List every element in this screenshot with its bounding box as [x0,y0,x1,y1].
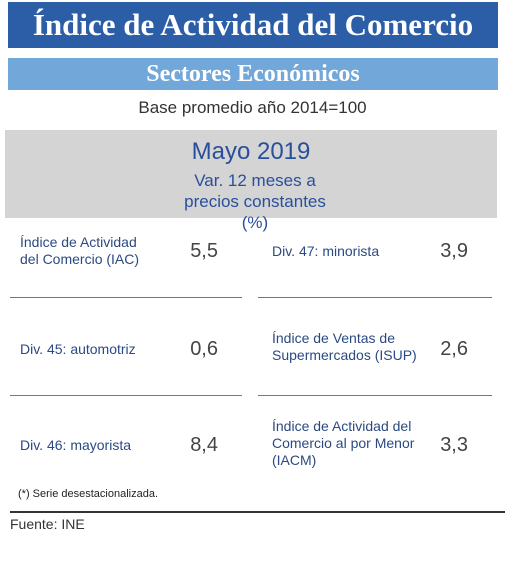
item-label: Índice de Actividad del Comercio (IAC) [20,234,140,267]
item-label: Div. 47: minorista [272,243,380,259]
title: Índice de Actividad del Comercio [8,2,498,48]
item-value: 5,5 [190,240,218,262]
item-value: 3,3 [440,434,468,456]
base-note: Base promedio año 2014=100 [138,98,367,117]
item-label: Div. 45: automotriz [20,341,136,357]
period-box [5,130,497,218]
item-label: Div. 46: mayorista [20,437,131,453]
footnote: (*) Serie desestacionalizada. [18,488,159,500]
separator [258,395,492,396]
item-value: 2,6 [440,338,468,360]
separator [258,297,492,298]
subtitle: Sectores Económicos [8,58,498,90]
item-label: Índice de Actividad del Comercio al por … [272,418,415,468]
separator [10,297,242,298]
item-value: 3,9 [440,240,468,262]
period-subtitle: Var. 12 meses a precios constantes (%) [184,171,326,232]
source: Fuente: INE [10,516,85,532]
period-title: Mayo 2019 [191,138,311,165]
separator [10,395,242,396]
item-label: Índice de Ventas de Supermercados (ISUP) [272,330,417,363]
item-value: 8,4 [190,434,218,456]
rule [10,511,505,513]
item-value: 0,6 [190,338,218,360]
